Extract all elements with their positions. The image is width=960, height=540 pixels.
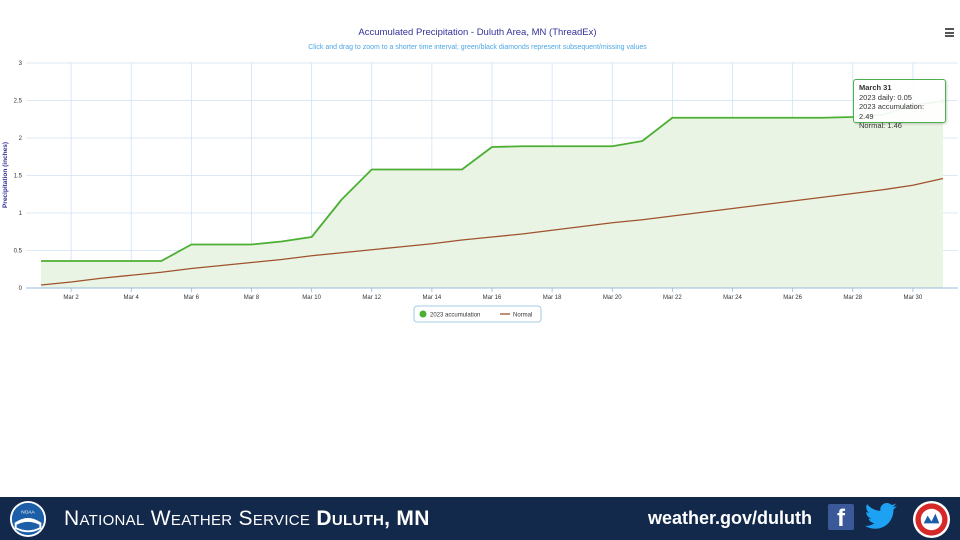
- tooltip-daily: 2023 daily: 0.05: [859, 92, 912, 102]
- x-tick-label: Mar 2: [63, 295, 79, 301]
- legend-marker-accumulation: [419, 310, 427, 318]
- x-tick-label: Mar 6: [184, 295, 200, 301]
- legend[interactable]: 2023 accumulation Normal: [413, 305, 542, 323]
- x-tick-label: Mar 18: [543, 295, 562, 301]
- x-tick-label: Mar 14: [423, 295, 442, 301]
- facebook-icon[interactable]: f: [828, 504, 854, 530]
- noaa-logo[interactable]: NOAA: [9, 500, 47, 538]
- nws-logo[interactable]: [912, 500, 951, 539]
- axis-layer: 0 0.5 1 1.5 2 2.5 3 Mar 2 Mar 4 Mar 6 Mar 8 Mar 10 M…: [14, 61, 958, 301]
- x-tick-label: Mar 28: [843, 295, 862, 301]
- legend-label-accumulation[interactable]: 2023 accumulation: [430, 313, 480, 319]
- office-name: National Weather Service Duluth, MN: [64, 507, 430, 531]
- chart-subtitle: Click and drag to zoom to a shorter time…: [308, 44, 647, 51]
- office-location: Duluth, MN: [316, 507, 430, 530]
- tooltip-accumulation: 2023 accumulation: 2.49: [859, 102, 925, 121]
- legend-box: [413, 305, 542, 323]
- office-prefix: National Weather Service: [64, 507, 317, 530]
- x-tick-label: Mar 8: [244, 295, 260, 301]
- x-tick-label: Mar 4: [124, 295, 140, 301]
- footer-banner: NOAA National Weather Service Duluth, MN…: [0, 497, 960, 540]
- tooltip-normal: Normal: 1.46: [859, 121, 902, 130]
- y-tick-label: 2: [19, 136, 23, 142]
- menu-icon[interactable]: [944, 28, 958, 42]
- x-tick-label: Mar 20: [603, 295, 622, 301]
- x-tick-label: Mar 10: [302, 295, 321, 301]
- chart-plot[interactable]: 0 0.5 1 1.5 2 2.5 3 Mar 2 Mar 4 Mar 6 Mar 8 Mar 10 M…: [0, 0, 960, 330]
- svg-text:NOAA: NOAA: [21, 509, 35, 515]
- y-tick-label: 1: [19, 211, 23, 217]
- x-tick-label: Mar 22: [663, 295, 682, 301]
- y-tick-label: 0: [19, 286, 23, 292]
- chart-title: Accumulated Precipitation - Duluth Area,…: [358, 27, 597, 38]
- y-axis-label: Precipitation (inches): [2, 142, 9, 208]
- y-tick-label: 1.5: [14, 174, 23, 180]
- x-tick-label: Mar 26: [783, 295, 802, 301]
- x-tick-label: Mar 24: [723, 295, 742, 301]
- tooltip: March 31 2023 daily: 0.05 2023 accumulat…: [853, 79, 946, 130]
- y-tick-label: 2.5: [14, 99, 23, 105]
- area-layer: [41, 101, 943, 288]
- x-tick-label: Mar 30: [904, 295, 923, 301]
- x-tick-label: Mar 16: [483, 295, 502, 301]
- y-tick-label: 3: [19, 61, 23, 67]
- y-tick-label: 0.5: [14, 249, 23, 255]
- tooltip-date: March 31: [859, 83, 892, 92]
- website-link[interactable]: weather.gov/duluth: [648, 508, 813, 528]
- x-tick-label: Mar 12: [362, 295, 381, 301]
- twitter-icon[interactable]: [864, 502, 898, 532]
- accumulation-area: [41, 101, 943, 288]
- legend-label-normal[interactable]: Normal: [513, 313, 532, 319]
